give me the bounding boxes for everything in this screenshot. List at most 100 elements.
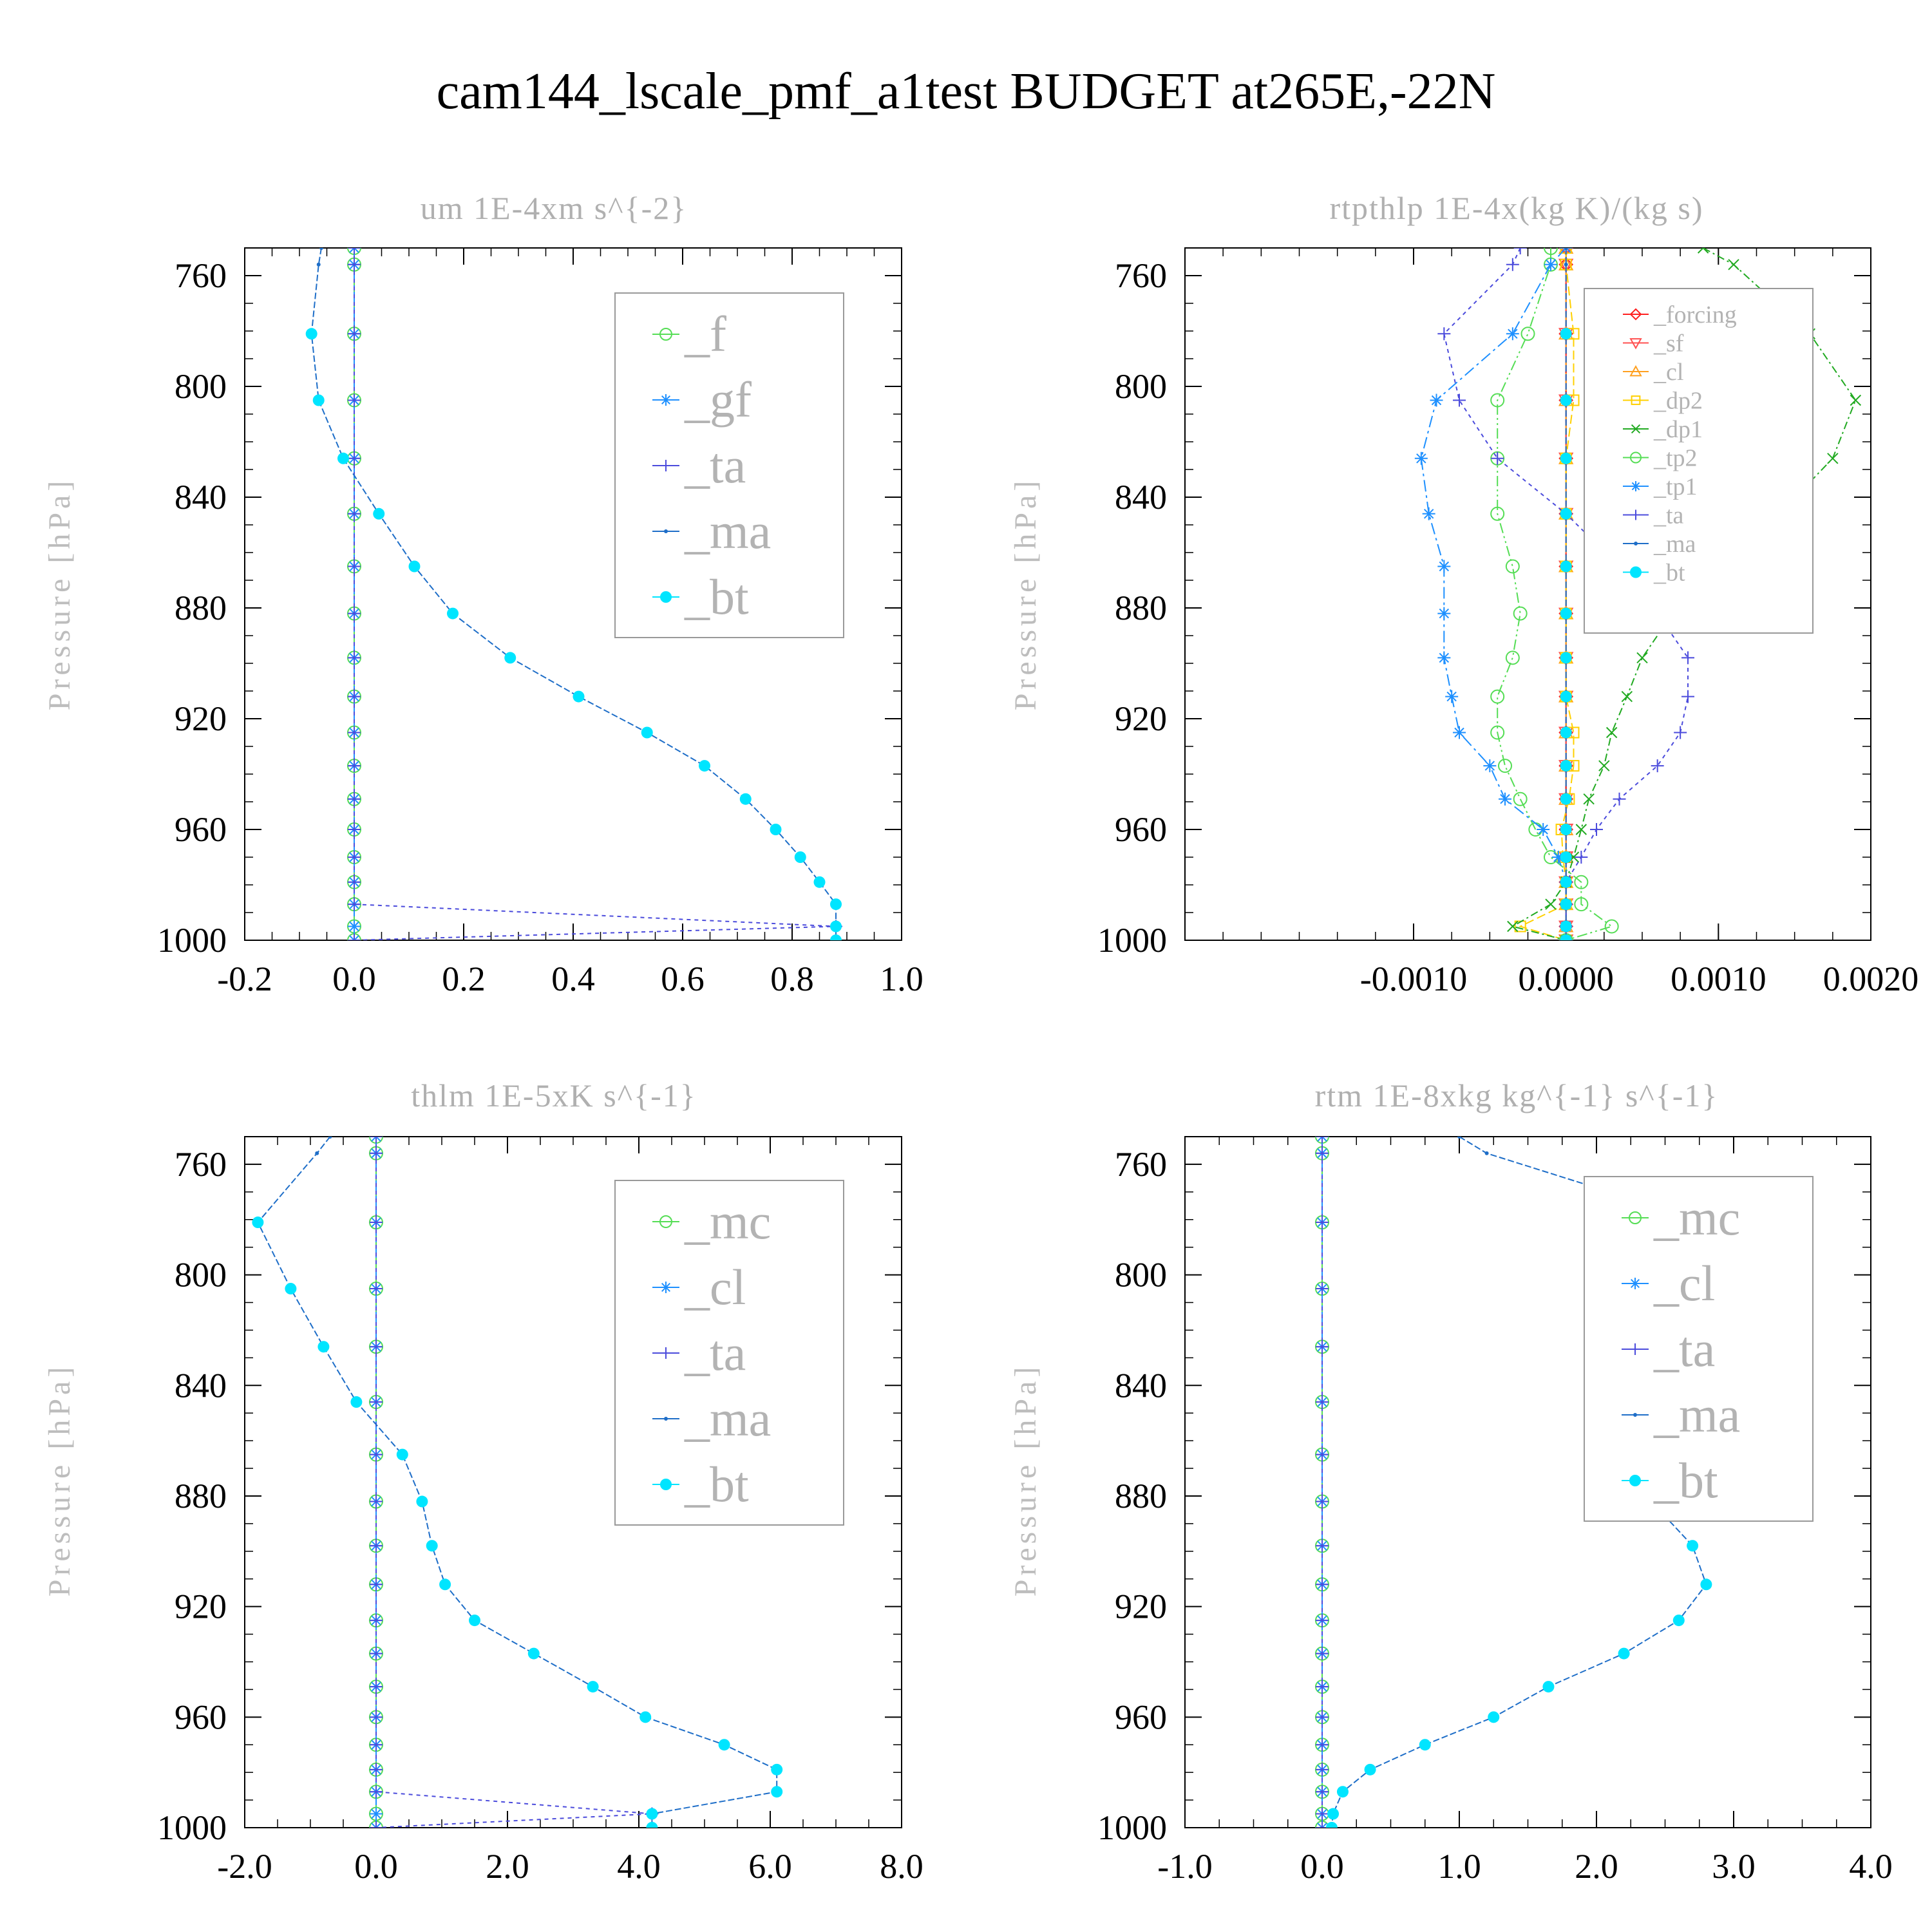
marker-plus	[1513, 248, 1527, 254]
marker-plus	[348, 851, 361, 864]
legend-item: _ta	[652, 1325, 746, 1381]
marker-plus	[370, 1539, 383, 1553]
legend-label: _forcing	[1653, 301, 1737, 328]
series-cl	[1316, 1137, 1329, 1828]
marker-plus	[1674, 726, 1687, 739]
marker-plus	[1316, 1785, 1329, 1799]
legend-label: _cl	[1653, 359, 1683, 386]
panel-title: um 1E-4xm s^{-2}	[421, 190, 688, 226]
legend-item: _forcing	[1623, 301, 1737, 328]
marker-star	[1414, 451, 1428, 465]
marker-x	[1621, 690, 1633, 703]
marker-triangle-down	[1629, 338, 1642, 350]
marker-bigdot	[426, 1540, 438, 1552]
series-ma	[1564, 248, 1568, 940]
marker-bigdot	[739, 793, 752, 805]
marker-bigdot	[830, 898, 842, 911]
x-tick-label: 0.0	[354, 1847, 398, 1886]
legend-item: _cl	[1623, 359, 1683, 386]
marker-bigdot	[587, 1681, 599, 1693]
legend-label: _ta	[1653, 502, 1684, 529]
x-tick-label: 0.0	[332, 960, 376, 998]
figure-title: cam144_lscale_pmf_a1test BUDGET at265E,-…	[437, 63, 1496, 120]
y-tick-label: 1000	[157, 921, 227, 960]
y-tick-label: 880	[1115, 589, 1167, 627]
marker-plus	[370, 1448, 383, 1461]
marker-plus	[348, 651, 361, 665]
marker-bigdot	[1327, 1808, 1340, 1820]
y-axis-label: Pressure [hPa]	[43, 477, 77, 711]
series-ta	[370, 1137, 659, 1828]
legend-item: _cl	[1622, 1255, 1715, 1311]
marker-star	[1551, 851, 1565, 864]
marker-bigdot	[1630, 566, 1642, 578]
marker-x	[1728, 259, 1739, 270]
marker-circle	[1490, 725, 1505, 740]
x-tick-label: -0.0010	[1360, 960, 1467, 998]
marker-circle	[1574, 897, 1589, 912]
marker-plus	[348, 792, 361, 806]
marker-plus	[370, 1137, 383, 1143]
marker-plus	[370, 1578, 383, 1591]
marker-star	[370, 1807, 383, 1821]
marker-plus	[1316, 1738, 1329, 1752]
legend-label: _ta	[684, 437, 746, 493]
marker-circle	[1490, 689, 1505, 704]
marker-plus	[370, 1340, 383, 1354]
legend-label: _gf	[684, 372, 752, 428]
marker-bigdot	[416, 1495, 428, 1508]
x-tick-label: 0.0	[1300, 1847, 1344, 1886]
marker-bigdot	[718, 1739, 730, 1751]
panel-rtm: rtm 1E-8xkg kg^{-1} s^{-1} Pressure [hPa…	[1009, 1077, 1893, 1886]
legend-item: _sf	[1623, 330, 1684, 357]
marker-dot	[319, 248, 323, 250]
marker-circle	[1574, 875, 1589, 889]
marker-bigdot	[1629, 1475, 1641, 1486]
y-tick-label: 920	[175, 1587, 227, 1626]
legend-item: _ma	[1623, 531, 1696, 558]
y-tick-label: 920	[1115, 1587, 1167, 1626]
legend-item: _bt	[1623, 560, 1685, 587]
series-bt	[305, 328, 842, 940]
plot-area	[252, 1137, 783, 1828]
marker-bigdot	[1560, 793, 1572, 805]
marker-bigdot	[830, 934, 842, 940]
y-axis-label: Pressure [hPa]	[1009, 477, 1043, 711]
marker-bigdot	[639, 1711, 652, 1723]
legend-item: _mc	[1622, 1189, 1740, 1245]
legend-label: _tp2	[1653, 445, 1698, 472]
panel-rtpthlp: rtpthlp 1E-4x(kg K)/(kg s) Pressure [hPa…	[1009, 190, 1918, 998]
marker-bigdot	[660, 1479, 672, 1490]
marker-circle	[1604, 919, 1619, 934]
marker-x	[1545, 898, 1557, 910]
y-tick-label: 1000	[157, 1808, 227, 1847]
y-tick-label: 800	[1115, 1256, 1167, 1294]
marker-x	[1583, 793, 1595, 805]
marker-plus	[370, 1738, 383, 1752]
marker-bigdot	[285, 1283, 297, 1295]
legend-label: _bt	[684, 1456, 749, 1512]
marker-bigdot	[1419, 1739, 1431, 1751]
marker-star	[1631, 481, 1641, 491]
marker-plus	[348, 898, 361, 911]
x-tick-label: 2.0	[1575, 1847, 1618, 1886]
x-tick-label: 0.0010	[1671, 960, 1766, 998]
marker-circle	[1513, 606, 1528, 621]
x-tick-label: -2.0	[217, 1847, 272, 1886]
y-axis-label: Pressure [hPa]	[1009, 1363, 1043, 1597]
x-tick-label: 0.0000	[1518, 960, 1614, 998]
marker-bigdot	[1560, 876, 1572, 888]
marker-dot	[1457, 1137, 1461, 1139]
y-tick-label: 960	[175, 810, 227, 849]
legend-label: _ta	[1653, 1321, 1715, 1377]
y-tick-label: 960	[1115, 810, 1167, 849]
marker-bigdot	[469, 1615, 480, 1627]
x-tick-label: 8.0	[880, 1847, 923, 1886]
marker-bigdot	[1364, 1763, 1376, 1776]
marker-plus	[1316, 1710, 1329, 1724]
marker-plus	[1316, 1807, 1329, 1821]
marker-plus	[1316, 1282, 1329, 1296]
marker-bigdot	[1560, 851, 1572, 863]
marker-x	[1605, 726, 1618, 739]
